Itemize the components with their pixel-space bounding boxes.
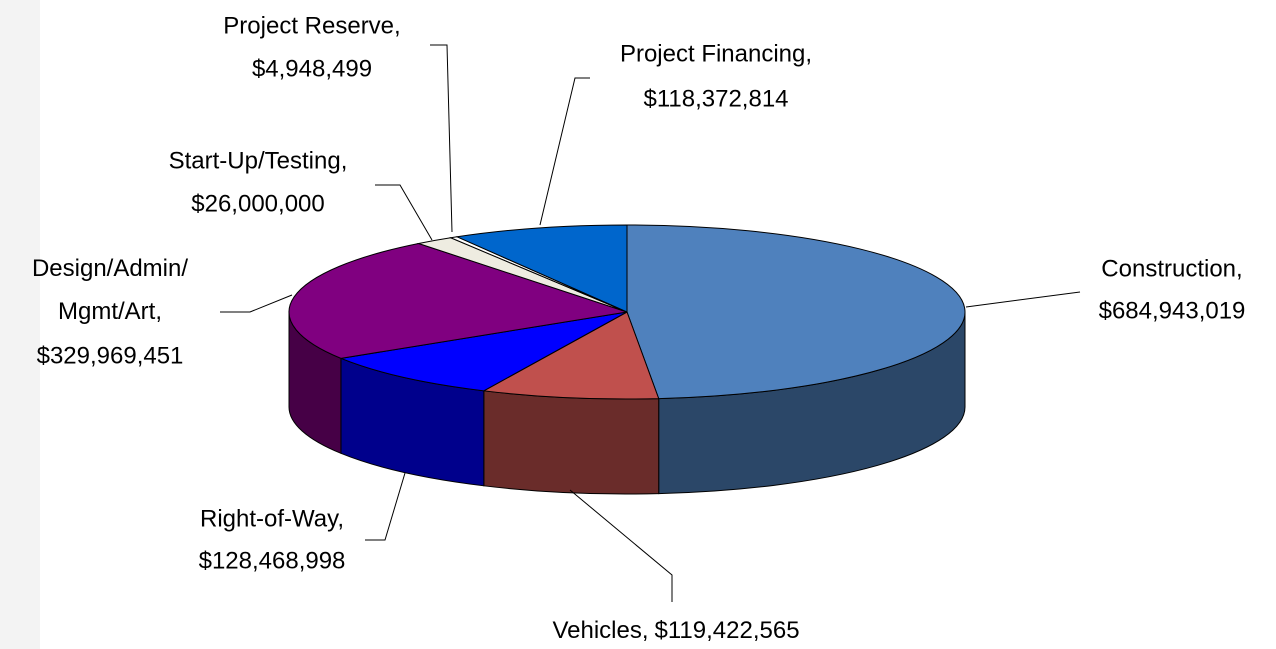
value-label: $26,000,000 <box>191 190 324 217</box>
category-label: Vehicles, <box>552 617 648 644</box>
leader-line <box>569 489 673 602</box>
slice-side <box>483 390 660 495</box>
slice <box>626 224 966 400</box>
background-map <box>0 0 40 649</box>
data-label: Vehicles, $119,422,565 <box>552 617 799 644</box>
category-label-line: Design/Admin/ <box>32 255 188 282</box>
category-label-line: Mgmt/Art, <box>58 298 162 325</box>
category-label: Construction, <box>1101 255 1242 282</box>
value-label: $118,372,814 <box>643 85 788 112</box>
leader-line <box>375 184 433 241</box>
value-label: $684,943,019 <box>1099 297 1246 324</box>
value-label: $4,948,499 <box>252 55 372 82</box>
leader-line <box>430 44 453 233</box>
slice <box>455 224 628 313</box>
leader-line <box>365 472 406 541</box>
category-label: Right-of-Way, <box>200 505 344 532</box>
slice <box>339 311 628 392</box>
category-label: Project Reserve, <box>223 12 400 39</box>
leader-line <box>965 291 1081 308</box>
category-label: Design/Admin/Mgmt/Art, <box>32 255 188 325</box>
category-label: Project Financing, <box>620 40 812 67</box>
slice <box>482 311 660 400</box>
value-label: $128,468,998 <box>199 547 346 574</box>
category-label: Start-Up/Testing, <box>169 147 348 174</box>
leader-line <box>539 77 590 226</box>
value-label: $119,422,565 <box>655 617 800 644</box>
leader-line <box>220 294 293 313</box>
slice <box>288 242 628 359</box>
value-label: $329,969,451 <box>37 342 184 369</box>
